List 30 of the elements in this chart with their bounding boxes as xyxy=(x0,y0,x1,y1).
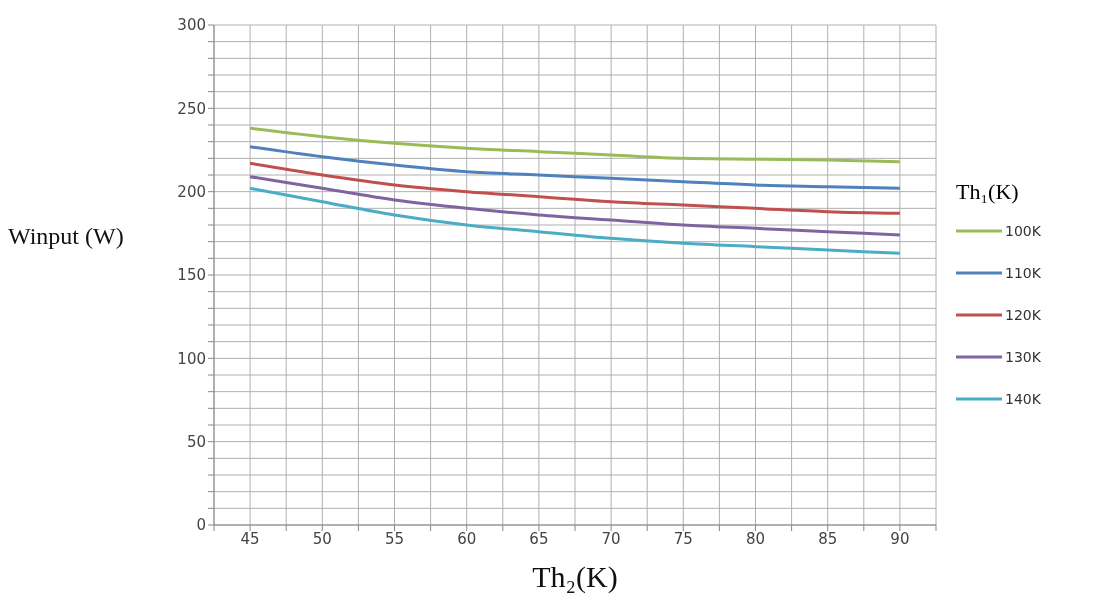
legend-title: Th₁(K) xyxy=(956,178,1020,205)
legend-label: 140K xyxy=(1005,390,1041,407)
y-tick-label: 300 xyxy=(177,16,206,35)
y-tick-label: 250 xyxy=(177,99,206,118)
x-tick-label: 70 xyxy=(601,529,621,548)
x-tick-label: 50 xyxy=(312,529,332,548)
legend-label: 100K xyxy=(1005,222,1041,239)
legend-label: 130K xyxy=(1005,348,1041,365)
x-tick-label: 60 xyxy=(457,529,477,548)
legend-label: 120K xyxy=(1005,306,1041,323)
y-tick-label: 50 xyxy=(186,432,206,451)
y-tick-label: 100 xyxy=(177,349,206,368)
x-tick-label: 75 xyxy=(673,529,693,548)
x-tick-label: 90 xyxy=(890,529,910,548)
line-series xyxy=(248,186,902,255)
x-tick-label: 55 xyxy=(384,529,405,548)
x-tick-label: 80 xyxy=(745,529,766,548)
legend-label: 110K xyxy=(1005,264,1041,281)
x-tick-label: 45 xyxy=(240,529,260,548)
x-tick-label: 85 xyxy=(818,529,838,548)
line-series xyxy=(248,145,902,190)
y-tick-label: 150 xyxy=(177,266,206,285)
y-tick-label: 200 xyxy=(177,182,206,201)
x-tick-label: 65 xyxy=(529,529,549,548)
y-tick-label: 0 xyxy=(196,516,206,535)
line-series xyxy=(248,126,902,164)
line-series xyxy=(248,161,902,215)
line-series xyxy=(248,175,902,237)
x-axis-title: Th₂(K) xyxy=(532,560,618,594)
y-axis-title: Winput (W) xyxy=(8,222,124,249)
